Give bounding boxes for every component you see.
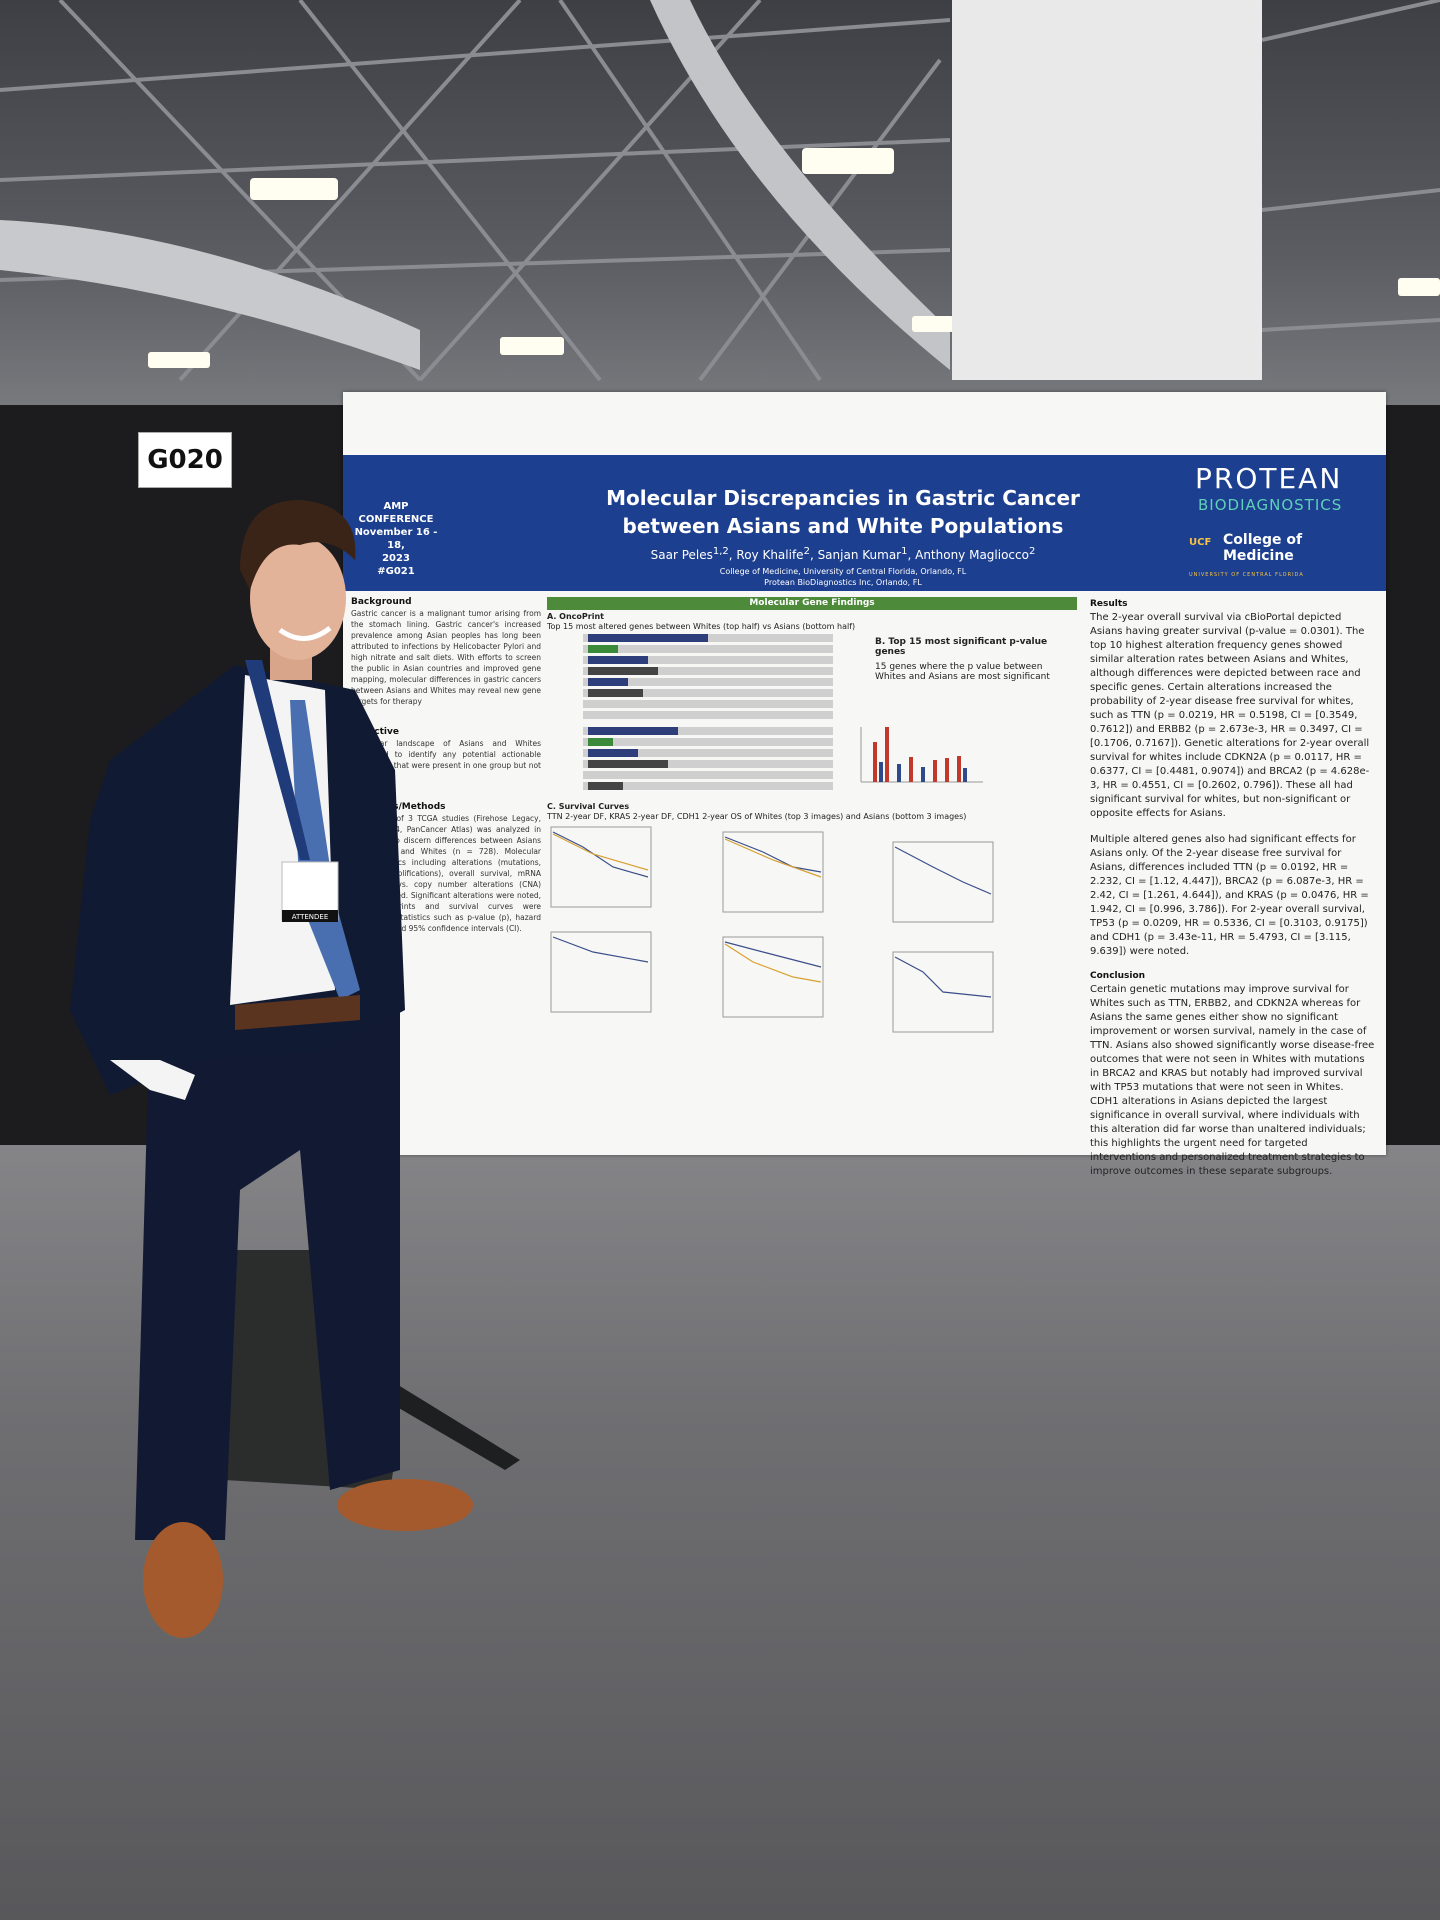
college-line: Medicine	[1223, 548, 1294, 564]
panel-caption: Top 15 most altered genes between Whites…	[547, 622, 856, 631]
author-sup: 2	[1028, 546, 1036, 557]
poster-banner	[343, 455, 1386, 591]
badge-text: ATTENDEE	[292, 913, 329, 921]
shoe	[337, 1479, 473, 1531]
panel-title: C. Survival Curves	[547, 802, 630, 811]
right-column: Results The 2-year overall survival via …	[1090, 597, 1375, 1179]
author-sup: 1	[901, 546, 908, 557]
author-name: , Anthony Magliocco	[907, 548, 1029, 562]
shoe	[143, 1522, 223, 1638]
affiliation: Protean BioDiagnostics Inc, Orlando, FL	[764, 578, 922, 587]
lanyard	[245, 660, 310, 860]
affiliation: College of Medicine, University of Centr…	[719, 567, 967, 576]
section-heading: Background	[351, 597, 412, 607]
author-name: , Roy Khalife	[728, 548, 804, 562]
conference-line: #G021	[377, 566, 415, 577]
section-heading: Conclusion	[1090, 971, 1146, 981]
college-name: College of Medicine	[1223, 532, 1302, 564]
conference-info: AMP CONFERENCE November 16 - 18, 2023 #G…	[351, 500, 441, 578]
author-sup: 1,2	[712, 546, 729, 557]
title-line: Molecular Discrepancies in Gastric Cance…	[606, 486, 1080, 510]
panel-caption: TTN 2-year DF, KRAS 2-year DF, CDH1 2-ye…	[547, 812, 967, 821]
results-paragraph: Multiple altered genes also had signific…	[1090, 834, 1369, 957]
belt	[235, 995, 360, 1030]
face	[250, 536, 346, 660]
section-text: Acquisition of 3 TCGA studies (Firehose …	[351, 814, 541, 933]
conference-line: November 16 - 18,	[354, 527, 438, 551]
findings-heading: Molecular Gene Findings	[547, 597, 1077, 610]
college-line: College of	[1223, 532, 1303, 548]
protean-logo: PROTEAN	[1195, 462, 1343, 495]
left-column: Background Gastric cancer is a malignant…	[351, 597, 541, 934]
carpet-floor	[0, 1080, 1440, 1920]
title-line: between Asians and White Populations	[622, 514, 1064, 538]
panel-caption: 15 genes where the p value between White…	[875, 662, 1050, 682]
poster-title: Molecular Discrepancies in Gastric Cance…	[533, 484, 1153, 540]
authors: Saar Peles1,2, Roy Khalife2, Sanjan Kuma…	[533, 546, 1153, 562]
tie	[290, 700, 360, 1000]
conference-line: 2023	[382, 553, 410, 564]
affiliations: College of Medicine, University of Centr…	[533, 566, 1153, 588]
author-sup: 2	[803, 546, 810, 557]
author-name: , Sanjan Kumar	[809, 548, 902, 562]
conclusion-text: Certain genetic mutations may improve su…	[1090, 984, 1375, 1177]
section-heading: Materials/Methods	[351, 802, 446, 812]
pillar	[952, 0, 1262, 380]
section-heading: Results	[1090, 599, 1128, 609]
protean-logo-sub: BIODIAGNOSTICS	[1198, 496, 1343, 514]
author-name: Saar Peles	[650, 548, 713, 562]
poster: AMP CONFERENCE November 16 - 18, 2023 #G…	[343, 392, 1386, 1177]
ucf-mark: UCF	[1189, 537, 1212, 548]
ceiling-structure	[0, 0, 1440, 382]
ucf-sub: UNIVERSITY OF CENTRAL FLORIDA	[1189, 572, 1304, 578]
panel-title: B. Top 15 most significant p-value genes	[875, 637, 1048, 657]
section-text: Gastric cancer is a malignant tumor aris…	[351, 609, 541, 706]
trousers	[135, 1010, 400, 1540]
hair	[240, 500, 356, 590]
badge-band	[282, 910, 338, 922]
booth-sign: G020	[138, 432, 232, 488]
conference-line: AMP CONFERENCE	[358, 501, 434, 525]
results-paragraph: The 2-year overall survival via cBioPort…	[1090, 612, 1370, 819]
figures	[550, 634, 994, 1033]
panel-title: A. OncoPrint	[547, 612, 604, 621]
